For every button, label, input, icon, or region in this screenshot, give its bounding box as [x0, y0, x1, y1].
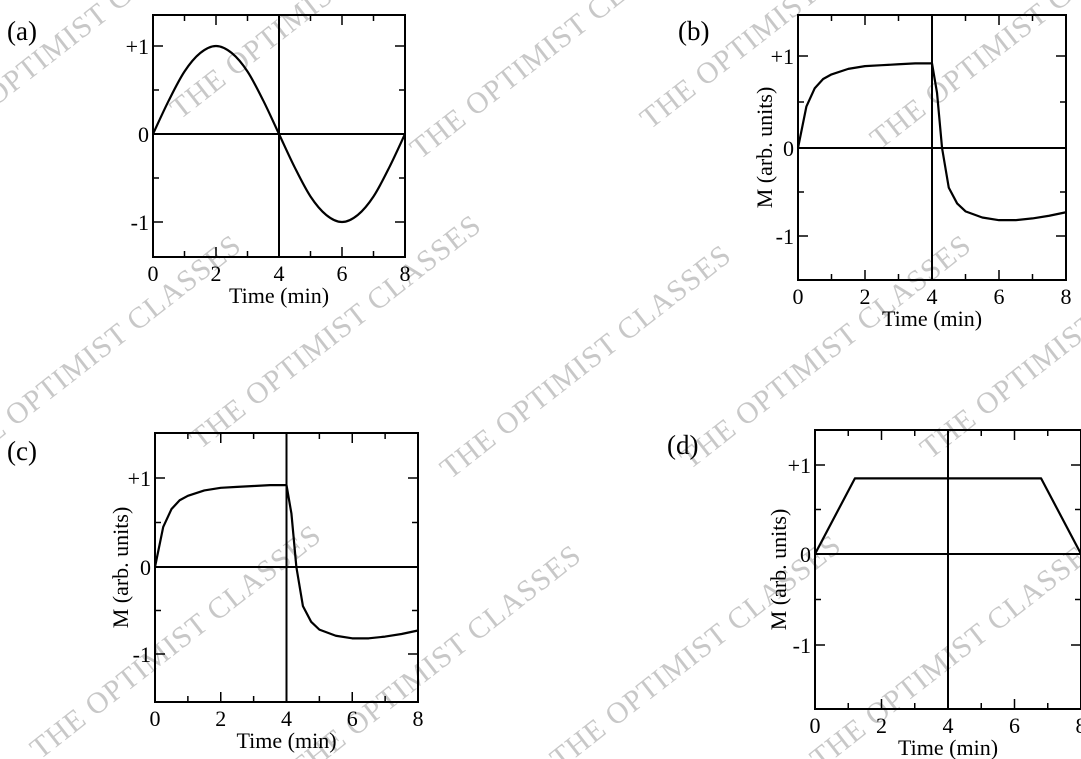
- x-tick-label: 6: [1009, 713, 1020, 738]
- chart-panel: 0 2 4 6 8 +1 0 -1 (d) Time (min) M (arb. units): [667, 429, 1081, 759]
- x-tick-label: 6: [994, 284, 1005, 309]
- x-tick-label: 6: [337, 261, 348, 286]
- panel-label: (a): [7, 16, 37, 46]
- y-tick-label: 0: [140, 555, 151, 580]
- panel-label: (b): [678, 16, 709, 46]
- y-axis-label: M (arb. units): [752, 87, 777, 209]
- watermark-text: THE OPTIMIST CLASSES: [164, 0, 468, 126]
- series-line: [153, 484, 419, 640]
- charts-layer: 0 2 4 6 8 +1 0 -1 (a) Time (min) 0 2 4 6 8 +1 0 -1 (b) Time…: [7, 14, 1081, 759]
- y-axis-label: M (arb. units): [766, 509, 791, 631]
- y-tick-label: -1: [131, 210, 149, 235]
- x-tick-label: 0: [148, 261, 159, 286]
- y-tick-label: -1: [133, 642, 151, 667]
- x-tick-label: 8: [1061, 284, 1072, 309]
- x-tick-label: 0: [810, 713, 821, 738]
- chart-panel: 0 2 4 6 8 +1 0 -1 (c) Time (min) M (arb. units): [7, 432, 424, 753]
- y-tick-label: 0: [800, 542, 811, 567]
- y-tick-label: -1: [776, 224, 794, 249]
- x-tick-label: 8: [1076, 713, 1081, 738]
- y-tick-label: +1: [788, 453, 811, 478]
- y-tick-label: +1: [126, 34, 149, 59]
- x-tick-label: 2: [215, 706, 226, 731]
- series-line: [152, 44, 406, 224]
- panel-label: (d): [667, 430, 698, 460]
- x-tick-label: 4: [927, 284, 938, 309]
- y-axis-label: M (arb. units): [108, 507, 133, 629]
- x-tick-label: 6: [347, 706, 358, 731]
- x-tick-label: 0: [793, 284, 804, 309]
- x-tick-label: 4: [943, 713, 954, 738]
- series-line: [796, 62, 1067, 222]
- x-tick-label: 0: [150, 706, 161, 731]
- y-tick-label: +1: [771, 44, 794, 69]
- y-tick-label: 0: [138, 122, 149, 147]
- y-tick-label: +1: [128, 466, 151, 491]
- x-tick-label: 4: [274, 261, 285, 286]
- x-tick-label: 2: [211, 261, 222, 286]
- series-line: [814, 477, 1081, 555]
- x-tick-label: 2: [860, 284, 871, 309]
- chart-panel: 0 2 4 6 8 +1 0 -1 (a) Time (min): [7, 14, 411, 308]
- watermark-text: THE OPTIMIST CLASSES: [864, 0, 1081, 156]
- x-axis-label: Time (min): [229, 283, 329, 308]
- x-tick-label: 8: [400, 261, 411, 286]
- watermark-text: THE OPTIMIST CLASSES: [284, 538, 588, 759]
- x-tick-label: 4: [281, 706, 292, 731]
- panel-label: (c): [7, 436, 37, 466]
- y-tick-label: 0: [783, 136, 794, 161]
- x-axis-label: Time (min): [882, 306, 982, 331]
- chart-panel: 0 2 4 6 8 +1 0 -1 (b) Time (min) M (arb. units): [678, 14, 1072, 331]
- x-axis-label: Time (min): [898, 735, 998, 759]
- x-tick-label: 2: [876, 713, 887, 738]
- watermark-text: THE OPTIMIST CLASSES: [404, 0, 708, 166]
- x-tick-label: 8: [413, 706, 424, 731]
- x-axis-label: Time (min): [236, 728, 336, 753]
- y-tick-label: -1: [793, 633, 811, 658]
